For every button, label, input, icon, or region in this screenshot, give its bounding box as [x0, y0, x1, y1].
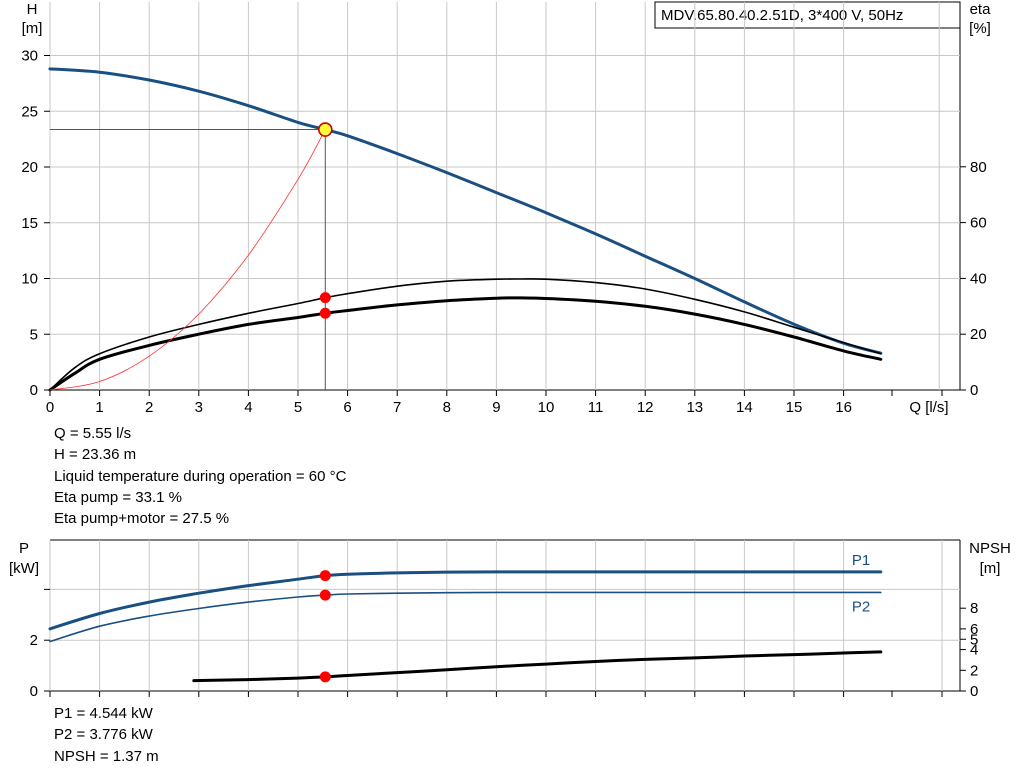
info-liquid-temperature: Liquid temperature during operation = 60… — [54, 467, 347, 485]
y-tick-left-label: 0 — [30, 382, 38, 399]
y-tick-left-label: 20 — [21, 159, 38, 176]
eta-marker — [319, 292, 331, 304]
y-tick-left-label: 10 — [21, 271, 38, 288]
operating-info-lower: P1 = 4.544 kW P2 = 3.776 kW NPSH = 1.37 … — [54, 703, 159, 767]
lower-y-tick-right-label: 0 — [970, 683, 978, 700]
info-eta-pump-motor: Eta pump+motor = 27.5 % — [54, 510, 230, 528]
x-tick-label: 7 — [393, 399, 401, 416]
info-flow: Q = 5.55 l/s — [54, 425, 132, 442]
x-tick-label: 15 — [786, 399, 803, 416]
x-axis-label: Q [l/s] — [909, 399, 948, 416]
x-tick-label: 11 — [588, 399, 604, 416]
x-tick-label: 16 — [835, 399, 852, 416]
info-p2: P2 = 3.776 kW — [54, 726, 153, 744]
upper-y2-label-line1: eta — [970, 1, 992, 18]
x-tick-label: 9 — [492, 399, 500, 416]
x-tick-label: 6 — [343, 399, 351, 416]
operating-point-marker — [319, 589, 331, 601]
x-tick-label: 12 — [637, 399, 654, 416]
p1-series-label: P1 — [852, 552, 870, 569]
lower-y-tick-right-label: 8 — [970, 600, 978, 617]
operating-point-marker — [319, 570, 331, 582]
lower-y2-label-line2: [m] — [980, 560, 1001, 577]
y-tick-right-label: 60 — [970, 215, 987, 232]
x-tick-label: 0 — [46, 399, 54, 416]
operating-point-marker — [317, 122, 333, 137]
x-tick-label: 4 — [244, 399, 252, 416]
info-eta-pump: Eta pump = 33.1 % — [54, 488, 182, 506]
y-tick-right-label: 80 — [970, 159, 987, 176]
y-tick-right-label: 20 — [970, 326, 987, 343]
eta-pump-motor-curve — [48, 296, 883, 392]
info-p1: P1 = 4.544 kW — [54, 705, 153, 722]
lower-grid — [49, 540, 960, 691]
x-tick-label: 13 — [686, 399, 703, 416]
x-tick-label: 3 — [195, 399, 203, 416]
upper-grid — [49, 2, 960, 390]
y-tick-left-label: 5 — [30, 326, 38, 343]
head-efficiency-chart: H [m] eta [%] Q [l/s] MDV.65.80.40.2.51D… — [21, 1, 991, 416]
x-tick-label: 5 — [294, 399, 302, 416]
eta-marker — [319, 307, 331, 319]
operating-point-marker — [319, 671, 331, 683]
lower-y2-label-line1: NPSH — [969, 540, 1011, 557]
lower-y-tick-right-label: 5 — [970, 631, 978, 648]
x-tick-label: 2 — [145, 399, 153, 416]
p2-series-label: P2 — [852, 598, 870, 615]
lower-y-tick-right-label: 6 — [970, 621, 978, 638]
operating-info-upper: Q = 5.55 l/s H = 23.36 m Liquid temperat… — [54, 423, 346, 529]
x-tick-label: 1 — [95, 399, 103, 416]
lower-y-tick-right-label: 2 — [970, 662, 978, 679]
x-tick-label: 8 — [443, 399, 451, 416]
upper-y-label-line2: [m] — [22, 20, 43, 37]
x-tick-label: 10 — [538, 399, 555, 416]
npsh-curve — [192, 650, 883, 683]
info-npsh: NPSH = 1.37 m — [54, 747, 159, 765]
system-curve — [49, 129, 326, 391]
lower-ticks: 0 2 0 2 456 8 — [30, 588, 978, 700]
head-curve — [48, 67, 883, 355]
y-tick-right-label: 0 — [970, 382, 978, 399]
p2-curve — [49, 591, 882, 643]
upper-ticks: 0 1 2 3 4 5 6 7 8 9 10 11 12 13 14 15 160510152025300204… — [21, 48, 986, 417]
y-tick-left-label: 25 — [21, 103, 38, 120]
title-box — [654, 1, 961, 29]
eta-pump-curve — [49, 278, 882, 391]
x-tick-label: 14 — [736, 399, 753, 416]
lower-y-tick-left-label: 0 — [30, 683, 38, 700]
info-head: H = 23.36 m — [54, 446, 137, 464]
y-tick-left-label: 15 — [21, 215, 38, 232]
power-npsh-chart: P [kW] NPSH [m] 0 2 0 2 456 8 P1 P2 — [9, 539, 1011, 700]
upper-y-label-line1: H — [27, 1, 38, 18]
lower-y-tick-right-label: 4 — [970, 642, 978, 659]
y-tick-left-label: 30 — [21, 48, 38, 65]
lower-y-tick-left-label: 2 — [30, 632, 38, 649]
lower-y-label-line1: P — [19, 540, 29, 557]
y-tick-right-label: 40 — [970, 270, 987, 287]
upper-y2-label-line2: [%] — [969, 20, 991, 37]
lower-y-label-line2: [kW] — [9, 560, 39, 577]
chart-title: MDV.65.80.40.2.51D, 3*400 V, 50Hz — [661, 7, 903, 24]
p1-curve — [48, 570, 883, 631]
